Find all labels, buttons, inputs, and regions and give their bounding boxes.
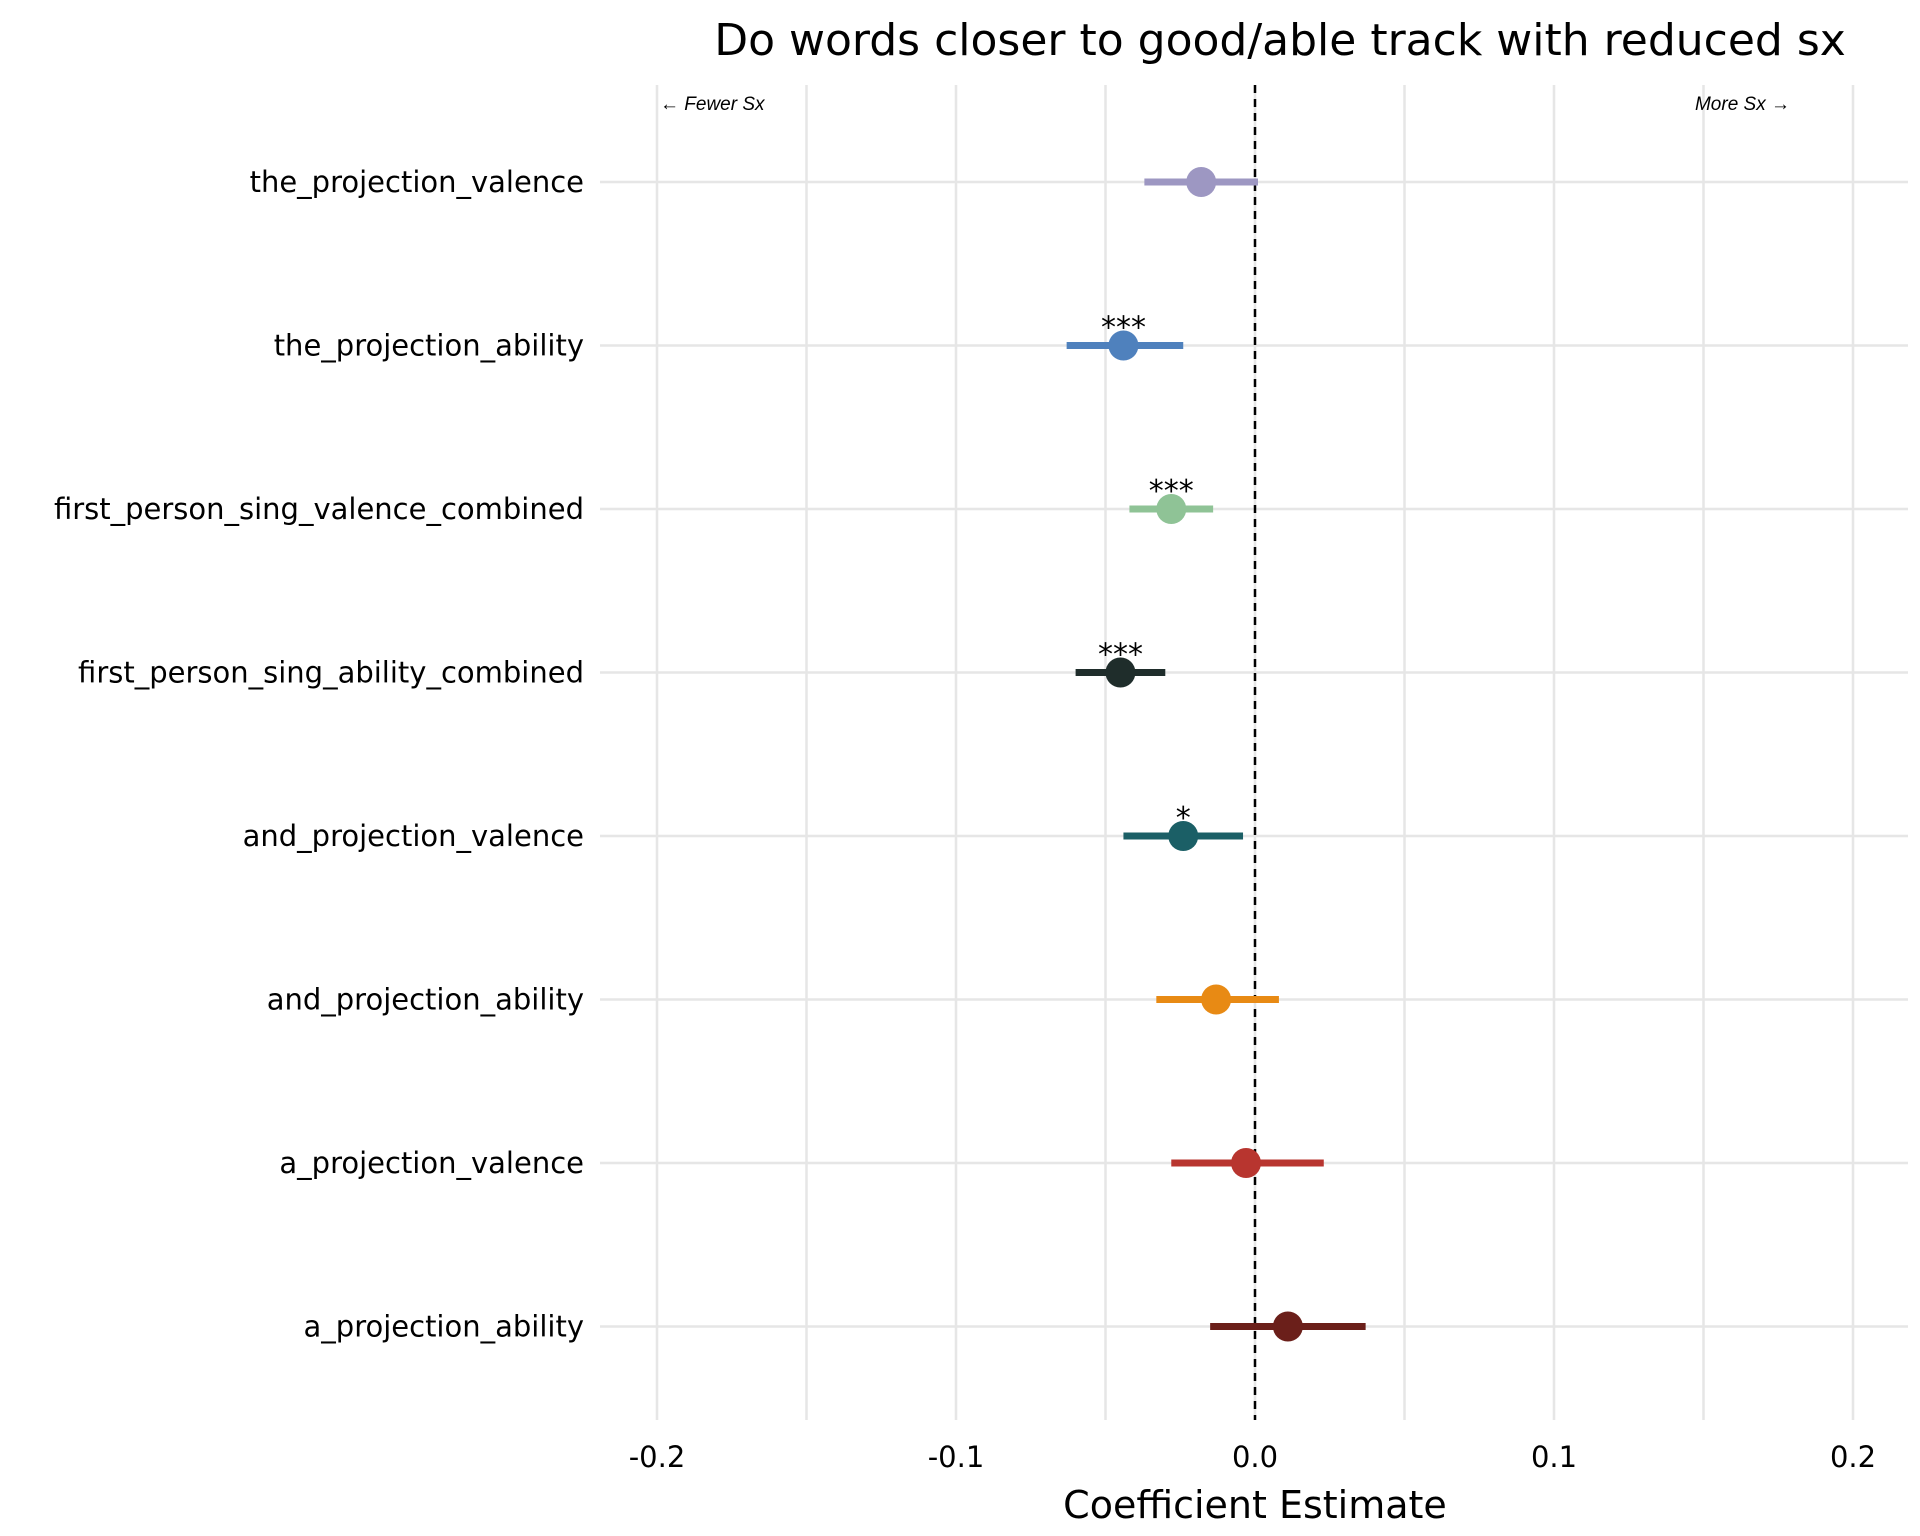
estimate-point xyxy=(1201,984,1232,1015)
x-tick-label: -0.1 xyxy=(928,1440,985,1474)
significance-marker: *** xyxy=(1098,638,1143,673)
y-tick-label: a_projection_ability xyxy=(304,1310,584,1344)
y-tick-label: the_projection_ability xyxy=(274,329,584,363)
annotation-more-sx: More Sx → xyxy=(1695,94,1790,115)
estimate-point xyxy=(1108,330,1139,361)
x-tick-label: 0.0 xyxy=(1232,1440,1278,1474)
significance-marker: *** xyxy=(1149,474,1194,509)
y-tick-label: and_projection_valence xyxy=(243,819,584,853)
estimate-point xyxy=(1156,494,1187,524)
chart-title: Do words closer to good/able track with … xyxy=(714,15,1846,66)
y-tick-label: and_projection_ability xyxy=(267,983,584,1017)
y-tick-label: first_person_sing_ability_combined xyxy=(78,656,584,690)
estimate-point xyxy=(1272,1311,1303,1342)
y-tick-label: the_projection_valence xyxy=(250,165,584,199)
annotation-fewer-sx: ← Fewer Sx xyxy=(660,94,766,115)
x-axis-label: Coefficient Estimate xyxy=(1063,1483,1447,1527)
x-axis-ticks: -0.2 -0.1 0.0 0.1 0.2 xyxy=(629,1440,1876,1474)
x-tick-label: 0.1 xyxy=(1531,1440,1577,1474)
y-axis-labels: the_projection_valence the_projection_abi… xyxy=(54,165,584,1344)
x-tick-label: 0.2 xyxy=(1830,1440,1876,1474)
significance-marker: * xyxy=(1176,801,1191,836)
y-tick-label: a_projection_valence xyxy=(279,1146,584,1180)
estimate-point xyxy=(1168,821,1199,851)
significance-marker: *** xyxy=(1101,311,1146,346)
estimate-point xyxy=(1231,1148,1262,1178)
estimate-point xyxy=(1186,167,1217,197)
y-tick-label: first_person_sing_valence_combined xyxy=(54,492,584,526)
data-marks: ********** xyxy=(1066,167,1366,1342)
estimate-point xyxy=(1105,657,1136,688)
x-tick-label: -0.2 xyxy=(629,1440,686,1474)
